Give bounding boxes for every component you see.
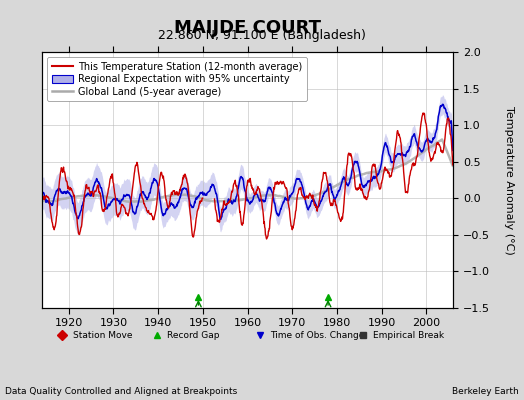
- Legend: This Temperature Station (12-month average), Regional Expectation with 95% uncer: This Temperature Station (12-month avera…: [47, 57, 307, 102]
- Y-axis label: Temperature Anomaly (°C): Temperature Anomaly (°C): [504, 106, 514, 254]
- Text: Empirical Break: Empirical Break: [373, 330, 444, 340]
- Text: Record Gap: Record Gap: [167, 330, 220, 340]
- Title: MAIJDE COURT: MAIJDE COURT: [174, 18, 321, 36]
- Text: Data Quality Controlled and Aligned at Breakpoints: Data Quality Controlled and Aligned at B…: [5, 387, 237, 396]
- Text: 22.860 N, 91.100 E (Bangladesh): 22.860 N, 91.100 E (Bangladesh): [158, 29, 366, 42]
- Text: Station Move: Station Move: [73, 330, 132, 340]
- Text: Berkeley Earth: Berkeley Earth: [452, 387, 519, 396]
- Text: Time of Obs. Change: Time of Obs. Change: [270, 330, 365, 340]
